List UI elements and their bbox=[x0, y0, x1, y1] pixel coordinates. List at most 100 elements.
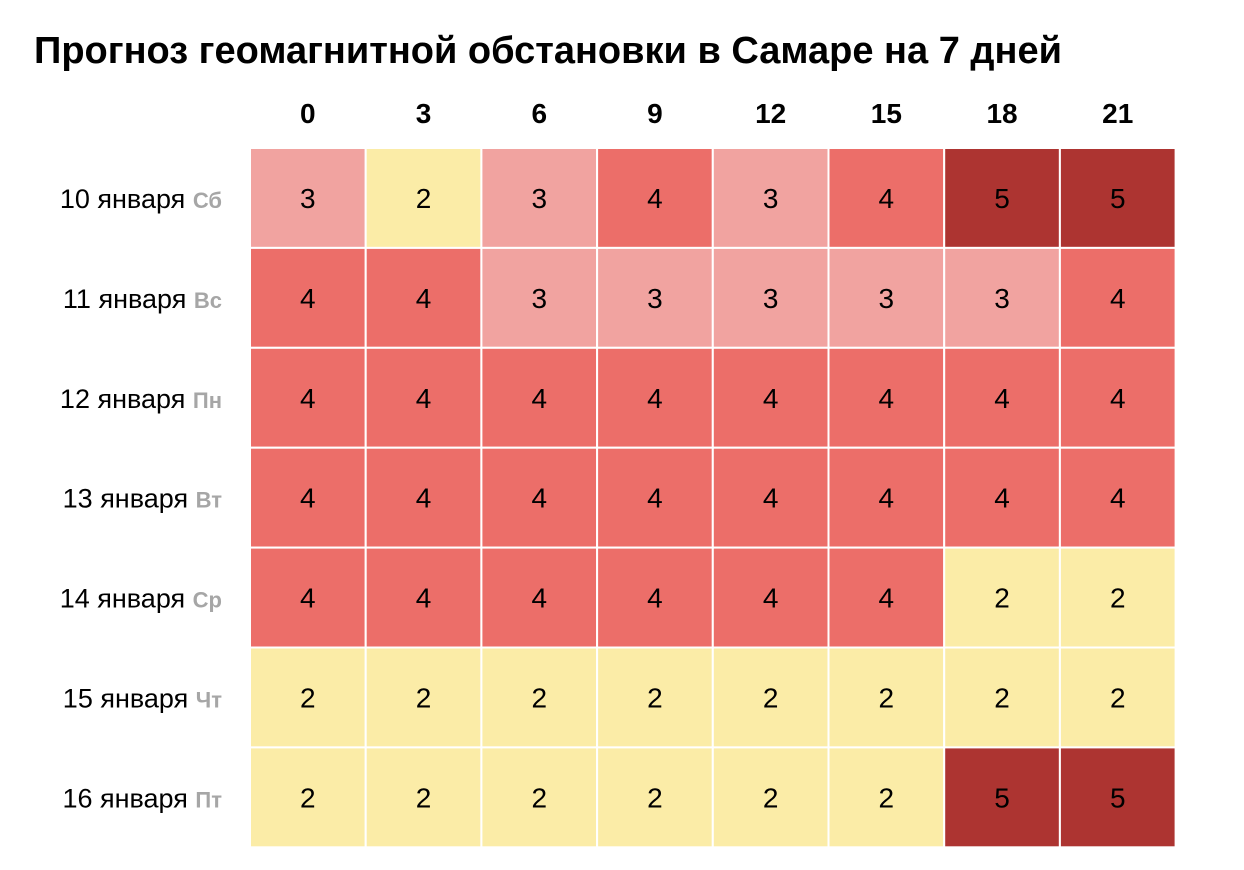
row-label: 12 января Пн bbox=[60, 384, 222, 414]
cell-value: 4 bbox=[531, 583, 547, 614]
row-label: 15 января Чт bbox=[63, 683, 222, 713]
cell-value: 3 bbox=[531, 283, 547, 314]
heatmap-cell bbox=[711, 446, 830, 549]
cell-value: 3 bbox=[994, 283, 1010, 314]
cell-value: 2 bbox=[416, 782, 432, 813]
cell-value: 3 bbox=[531, 183, 547, 214]
heatmap-cell bbox=[364, 446, 483, 549]
row-weekday: Вс bbox=[194, 288, 222, 313]
cell-value: 4 bbox=[994, 483, 1010, 514]
heatmap-cell bbox=[943, 546, 1061, 649]
row-label: 13 января Вт bbox=[63, 484, 223, 514]
row-label: 16 января Пт bbox=[62, 783, 222, 813]
cell-value: 2 bbox=[416, 183, 432, 214]
cell-value: 2 bbox=[647, 682, 663, 713]
heatmap-cell bbox=[1058, 147, 1177, 249]
heatmap-cell bbox=[943, 746, 1061, 849]
heatmap-cell bbox=[364, 147, 483, 249]
row-date: 16 января bbox=[62, 783, 195, 813]
cell-value: 2 bbox=[1110, 682, 1126, 713]
row-weekday: Пн bbox=[193, 388, 222, 413]
row-date: 15 января bbox=[63, 683, 196, 713]
cell-value: 4 bbox=[300, 383, 316, 414]
cell-value: 3 bbox=[763, 183, 779, 214]
column-header: 3 bbox=[416, 98, 432, 129]
heatmap-cell bbox=[480, 746, 599, 849]
heatmap-cell bbox=[480, 646, 599, 749]
cell-value: 4 bbox=[300, 483, 316, 514]
cell-value: 4 bbox=[879, 183, 895, 214]
heatmap-cell bbox=[249, 646, 367, 749]
cell-value: 4 bbox=[879, 383, 895, 414]
heatmap-cell bbox=[480, 346, 599, 449]
cell-value: 4 bbox=[416, 483, 432, 514]
column-header: 18 bbox=[986, 98, 1017, 129]
cell-value: 3 bbox=[300, 183, 316, 214]
row-label: 10 января Сб bbox=[60, 184, 222, 214]
heatmap-cell bbox=[943, 646, 1061, 749]
row-label: 14 января Ср bbox=[60, 584, 222, 614]
heatmap-cell bbox=[364, 246, 483, 349]
chart-title: Прогноз геомагнитной обстановки в Самаре… bbox=[34, 30, 1062, 72]
heatmap-cell bbox=[827, 646, 946, 749]
column-header: 15 bbox=[871, 98, 902, 129]
cell-value: 4 bbox=[1110, 383, 1126, 414]
cell-value: 2 bbox=[994, 583, 1010, 614]
cell-value: 4 bbox=[531, 483, 547, 514]
column-header: 6 bbox=[531, 98, 547, 129]
heatmap-cell bbox=[1058, 646, 1177, 749]
cell-value: 4 bbox=[416, 583, 432, 614]
heatmap-cell bbox=[596, 646, 714, 749]
heatmap-cell bbox=[943, 446, 1061, 549]
heatmap-cell bbox=[827, 746, 946, 849]
row-date: 13 января bbox=[63, 484, 196, 514]
heatmap-cell bbox=[711, 346, 830, 449]
cell-value: 2 bbox=[300, 682, 316, 713]
cell-value: 2 bbox=[531, 682, 547, 713]
cell-value: 4 bbox=[1110, 483, 1126, 514]
row-weekday: Ср bbox=[193, 588, 222, 613]
heatmap-cell bbox=[249, 246, 367, 349]
row-date: 10 января bbox=[60, 184, 193, 214]
heatmap-cell bbox=[596, 746, 714, 849]
cell-value: 4 bbox=[647, 483, 663, 514]
heatmap-cell bbox=[1058, 246, 1177, 349]
cell-value: 2 bbox=[647, 782, 663, 813]
row-date: 11 января bbox=[63, 284, 194, 314]
cell-value: 4 bbox=[879, 583, 895, 614]
cell-value: 2 bbox=[531, 782, 547, 813]
cell-value: 4 bbox=[416, 383, 432, 414]
cell-value: 5 bbox=[1110, 782, 1126, 813]
column-header: 21 bbox=[1102, 98, 1133, 129]
cell-value: 2 bbox=[300, 782, 316, 813]
heatmap-cell bbox=[943, 346, 1061, 449]
cell-value: 4 bbox=[531, 383, 547, 414]
cell-value: 3 bbox=[763, 283, 779, 314]
column-header: 9 bbox=[647, 98, 663, 129]
cell-value: 4 bbox=[647, 183, 663, 214]
cell-value: 2 bbox=[879, 682, 895, 713]
heatmap-cell bbox=[249, 446, 367, 549]
heatmap-cell bbox=[364, 346, 483, 449]
cell-value: 4 bbox=[300, 583, 316, 614]
row-weekday: Пт bbox=[195, 787, 222, 812]
heatmap-cell bbox=[480, 546, 599, 649]
cell-value: 2 bbox=[1110, 583, 1126, 614]
cell-value: 3 bbox=[879, 283, 895, 314]
cell-value: 2 bbox=[763, 682, 779, 713]
cell-value: 3 bbox=[647, 283, 663, 314]
heatmap-cell bbox=[249, 346, 367, 449]
heatmap-cell bbox=[711, 746, 830, 849]
heatmap-cell bbox=[827, 446, 946, 549]
heatmap-cell bbox=[364, 746, 483, 849]
cell-value: 4 bbox=[879, 483, 895, 514]
column-header: 0 bbox=[300, 98, 316, 129]
heatmap-cell bbox=[943, 246, 1061, 349]
cell-value: 2 bbox=[763, 782, 779, 813]
row-weekday: Чт bbox=[196, 687, 222, 712]
heatmap-cell bbox=[827, 546, 946, 649]
heatmap-cell bbox=[711, 246, 830, 349]
heatmap-cell bbox=[249, 147, 367, 249]
heatmap-cell bbox=[827, 246, 946, 349]
